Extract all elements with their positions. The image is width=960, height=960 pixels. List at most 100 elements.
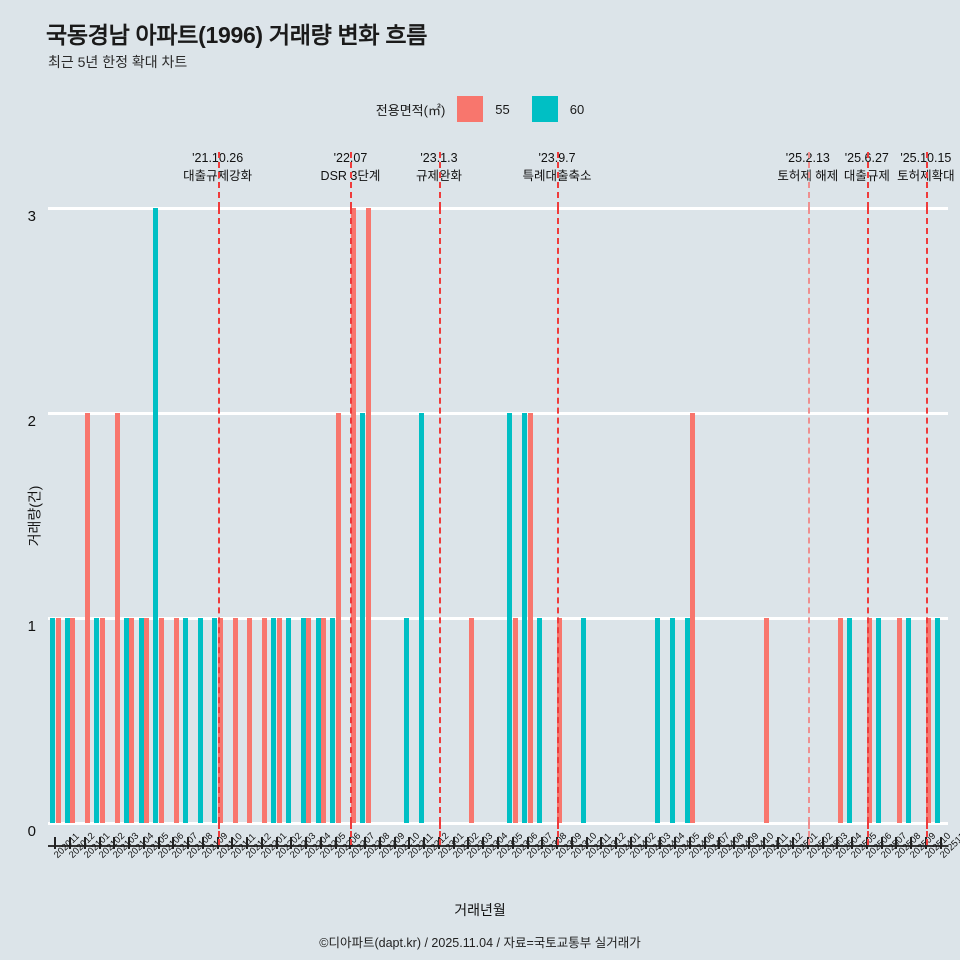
bar-55-202103 <box>114 413 120 823</box>
x-tick <box>231 837 234 849</box>
chart-footer: ©디아파트(dapt.kr) / 2025.11.04 / 자료=국토교통부 실… <box>319 936 641 950</box>
gridline <box>48 616 948 620</box>
x-tick <box>113 837 116 849</box>
bar-55-202012 <box>70 618 76 823</box>
x-tick <box>482 837 485 849</box>
x-tick <box>615 837 618 849</box>
bar-55-202201 <box>262 618 268 823</box>
x-tick <box>423 837 426 849</box>
bar-55-202101 <box>85 413 91 823</box>
x-tick <box>629 837 632 849</box>
x-tick <box>246 837 249 849</box>
event-line-top-202110 <box>217 152 220 208</box>
event-annotations: '21.10.26 대출규제강화 '22.07 DSR 3단계 '23.1.3 규제완화 '… <box>48 150 954 208</box>
bar-55-202110 <box>217 618 223 823</box>
x-tick <box>688 837 691 849</box>
event-line-bottom-202502 <box>807 823 810 845</box>
x-tick <box>792 837 795 849</box>
x-tick <box>777 837 780 849</box>
x-tick <box>364 837 367 849</box>
bar-60-202306 <box>507 413 513 823</box>
x-tick <box>275 837 278 849</box>
x-axis: 202011 202012 202101 202102 202103 202104 2021… <box>48 823 960 861</box>
x-tick <box>526 837 529 849</box>
event-line-bottom-202309 <box>557 823 560 845</box>
x-tick <box>718 837 721 849</box>
bar-55-202504 <box>837 618 843 823</box>
event-line-top-202207 <box>350 152 353 208</box>
x-tick <box>644 837 647 849</box>
x-tick <box>880 837 883 849</box>
bar-55-202306 <box>513 618 519 823</box>
plot-area <box>48 206 948 825</box>
event-line-bottom-202207 <box>350 823 353 845</box>
x-tick <box>290 837 293 849</box>
legend-swatch-60 <box>531 96 558 122</box>
bar-60-202212 <box>418 413 424 823</box>
x-tick <box>570 837 573 849</box>
event-line-bottom-202506 <box>866 823 869 845</box>
x-axis-title: 거래년월 <box>454 902 506 918</box>
x-tick <box>69 837 72 849</box>
bar-55-202105 <box>144 618 150 823</box>
bar-60-202203 <box>286 618 292 823</box>
x-tick <box>733 837 736 849</box>
x-tick <box>600 837 603 849</box>
legend-label-60: 60 <box>569 101 585 117</box>
event-line-bottom-202110 <box>217 823 220 845</box>
bar-55-202206 <box>336 413 341 823</box>
bar-55-202205 <box>321 618 327 823</box>
x-tick <box>585 837 588 849</box>
event-line-202502 <box>807 208 810 823</box>
x-tick <box>201 837 204 849</box>
x-tick <box>659 837 662 849</box>
bar-55-202508 <box>896 618 902 823</box>
bar-60-202102 <box>94 618 100 823</box>
bar-60-202311 <box>581 618 587 823</box>
x-tick <box>172 837 175 849</box>
x-tick <box>157 837 160 849</box>
bar-60-202104 <box>123 618 129 823</box>
bar-60-202110 <box>212 618 218 823</box>
event-line-top-202502 <box>807 152 810 208</box>
bar-55-202303 <box>468 618 474 823</box>
x-tick <box>821 837 824 849</box>
bar-55-202309 <box>557 618 563 823</box>
bar-60-202507 <box>876 618 882 823</box>
x-tick <box>305 837 308 849</box>
bar-60-202511 <box>935 618 941 823</box>
x-tick <box>187 837 190 849</box>
bar-55-202104 <box>129 618 135 823</box>
bar-60-202012 <box>64 618 70 823</box>
gridline <box>48 821 948 825</box>
bar-55-202011 <box>55 618 61 823</box>
bar-60-202204 <box>300 618 306 823</box>
event-line-top-202301 <box>438 152 441 208</box>
event-line-202207 <box>350 208 353 823</box>
event-line-bottom-202301 <box>438 823 441 845</box>
x-tick <box>703 837 706 849</box>
bar-60-202106 <box>153 208 159 823</box>
bar-60-202206 <box>330 618 336 823</box>
x-tick <box>334 837 337 849</box>
event-line-top-202506 <box>866 152 869 208</box>
x-tick <box>674 837 677 849</box>
bar-60-202406 <box>684 618 690 823</box>
legend-label-55: 55 <box>495 101 510 117</box>
bar-60-202505 <box>846 618 852 823</box>
legend-title: 전용면적(㎡) <box>375 102 446 118</box>
x-tick <box>393 837 396 849</box>
bar-55-202510 <box>926 618 932 823</box>
bar-60-202109 <box>197 618 203 823</box>
x-tick <box>54 837 57 849</box>
bar-55-202102 <box>99 618 105 823</box>
x-tick <box>142 837 145 849</box>
bar-55-202207 <box>350 208 356 823</box>
x-tick <box>83 837 86 849</box>
bar-55-202106 <box>158 618 164 823</box>
event-date: '25.2.13 <box>785 151 830 165</box>
x-tick <box>910 837 913 849</box>
bar-55-202107 <box>173 618 179 823</box>
